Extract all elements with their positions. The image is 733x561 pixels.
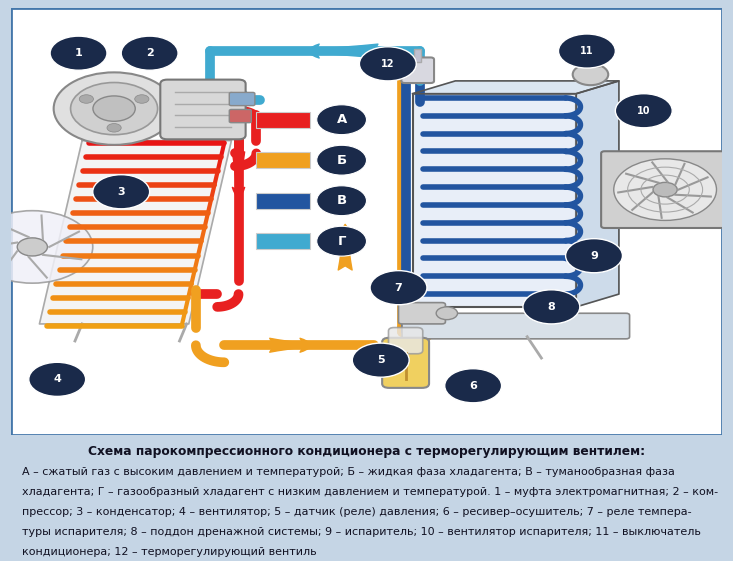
Circle shape [317,226,366,256]
Circle shape [93,96,136,121]
Circle shape [93,174,150,209]
FancyBboxPatch shape [229,93,255,105]
Polygon shape [413,81,619,94]
FancyBboxPatch shape [413,94,576,307]
Circle shape [317,105,366,135]
FancyBboxPatch shape [161,80,246,139]
Circle shape [653,182,677,197]
Circle shape [353,343,409,377]
Circle shape [17,238,48,256]
FancyBboxPatch shape [414,49,421,62]
Text: 6: 6 [469,381,477,391]
FancyBboxPatch shape [402,57,434,83]
Polygon shape [576,81,619,307]
Circle shape [70,82,158,135]
Circle shape [29,362,86,397]
Circle shape [572,64,608,85]
Circle shape [616,94,672,128]
Text: 11: 11 [580,46,594,56]
Circle shape [0,211,93,283]
Bar [257,233,309,249]
Text: А – сжатый газ с высоким давлением и температурой; Б – жидкая фаза хладагента; В: А – сжатый газ с высоким давлением и тем… [22,467,674,477]
Circle shape [107,123,121,132]
Text: В: В [336,194,347,207]
Text: кондиционера; 12 – терморегулирующий вентиль: кондиционера; 12 – терморегулирующий вен… [22,546,316,557]
Circle shape [370,270,427,305]
Bar [257,152,309,168]
Circle shape [135,95,149,103]
Bar [257,192,309,209]
Text: хладагента; Г – газообразный хладагент с низким давлением и температурой. 1 – му: хладагента; Г – газообразный хладагент с… [22,487,718,497]
Circle shape [523,290,580,324]
Text: 10: 10 [637,105,651,116]
Circle shape [614,159,716,220]
Circle shape [359,47,416,81]
Circle shape [436,307,457,320]
Bar [257,112,309,128]
Text: Б: Б [336,154,347,167]
Text: 2: 2 [146,48,153,58]
Text: 4: 4 [54,374,61,384]
Text: 8: 8 [548,302,555,312]
Circle shape [121,36,178,70]
Text: 12: 12 [381,59,394,69]
FancyBboxPatch shape [399,302,446,324]
FancyBboxPatch shape [388,328,423,354]
Text: 5: 5 [377,355,385,365]
Polygon shape [40,141,232,324]
Circle shape [445,369,501,403]
Circle shape [566,238,622,273]
Text: Схема парокомпрессионного кондиционера с терморегулирующим вентилем:: Схема парокомпрессионного кондиционера с… [88,445,645,458]
Circle shape [54,72,174,145]
Text: 9: 9 [590,251,598,261]
Text: прессор; 3 – конденсатор; 4 – вентилятор; 5 – датчик (реле) давления; 6 – ресиве: прессор; 3 – конденсатор; 4 – вентилятор… [22,507,691,517]
Text: 3: 3 [117,187,125,197]
Text: 7: 7 [394,283,402,293]
Text: Г: Г [337,234,346,248]
FancyBboxPatch shape [382,338,429,388]
Circle shape [317,186,366,215]
FancyBboxPatch shape [601,151,729,228]
Text: туры испарителя; 8 – поддон дренажной системы; 9 – испаритель; 10 – вентилятор и: туры испарителя; 8 – поддон дренажной си… [22,527,701,537]
Text: А: А [336,113,347,126]
Circle shape [79,95,94,103]
Circle shape [317,145,366,175]
FancyBboxPatch shape [402,313,630,339]
FancyBboxPatch shape [579,48,602,67]
Circle shape [559,34,615,68]
FancyBboxPatch shape [229,109,251,123]
Circle shape [50,36,107,70]
Text: 1: 1 [75,48,82,58]
